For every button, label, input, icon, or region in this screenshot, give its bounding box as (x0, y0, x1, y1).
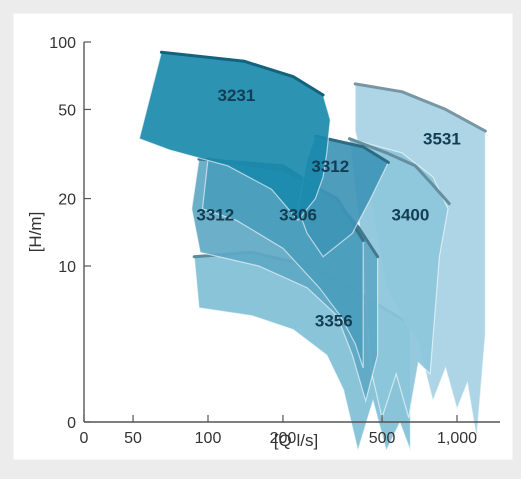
x-tick-label-0: 0 (80, 430, 89, 447)
label-3306-4: 3306 (279, 205, 317, 224)
x-tick-label-2: 100 (195, 430, 222, 447)
x-tick-label-4: 500 (369, 430, 396, 447)
label-3531-1: 3531 (423, 130, 461, 149)
x-tick-label-5: 1,000 (437, 430, 477, 447)
x-tick-label-1: 50 (124, 430, 142, 447)
curve-3400-2 (348, 137, 451, 206)
axis-ticks: 0 50 100 200 500 1,000 0 10 20 50 100 (49, 35, 477, 447)
label-3400-2: 3400 (391, 205, 429, 224)
curve-3231-6 (159, 50, 325, 97)
axes (83, 42, 500, 423)
label-3312-5: 3312 (311, 157, 349, 176)
y-tick-label-3: 50 (58, 102, 76, 119)
y-tick-label-0: 0 (67, 415, 76, 432)
y-axis-title: [H/m] (26, 212, 45, 253)
y-tick-label-4: 100 (49, 35, 76, 52)
y-tick-label-1: 10 (58, 259, 76, 276)
curve-3312-5 (313, 134, 390, 164)
x-axis-title: [Q l/s] (274, 431, 318, 450)
curve-3531-1 (353, 82, 487, 133)
label-3356-0: 3356 (315, 312, 353, 331)
y-tick-label-2: 20 (58, 192, 76, 209)
x-tick-label-3: 200 (270, 430, 297, 447)
label-3312-3: 3312 (196, 205, 234, 224)
label-3231-6: 3231 (217, 86, 255, 105)
region-labels: 3356 3531 3400 3312 3306 3312 3231 (196, 86, 460, 331)
pump-regions (138, 50, 487, 453)
